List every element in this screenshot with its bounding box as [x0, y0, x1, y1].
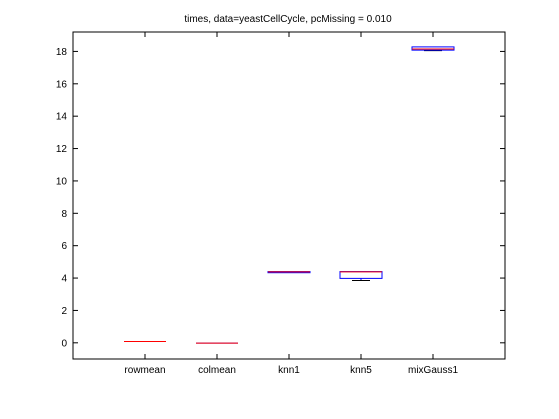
x-tick-label: rowmean [124, 365, 165, 376]
y-tick-label: 4 [61, 274, 67, 285]
y-tick-label: 6 [61, 241, 67, 252]
x-tick-label: knn1 [278, 365, 300, 376]
y-tick-label: 12 [56, 144, 68, 155]
y-tick-label: 8 [61, 209, 67, 220]
plot-area: 0 2 4 6 8 10 12 14 16 18 rowmean colmean knn1 knn5 mix… [56, 31, 506, 376]
y-tick-label: 14 [56, 112, 68, 123]
box-knn5 [339, 271, 383, 279]
plot-frame [72, 31, 506, 360]
chart-title: times, data=yeastCellCycle, pcMissing = … [184, 14, 392, 25]
y-tick-label: 10 [56, 176, 68, 187]
x-tick-label: mixGauss1 [408, 365, 458, 376]
y-tick-label: 0 [61, 338, 67, 349]
y-tick-label: 16 [56, 79, 68, 90]
x-tick-label: colmean [198, 365, 236, 376]
x-tick-label: knn5 [350, 365, 372, 376]
y-tick-label: 2 [61, 306, 67, 317]
y-tick-label: 18 [56, 47, 68, 58]
